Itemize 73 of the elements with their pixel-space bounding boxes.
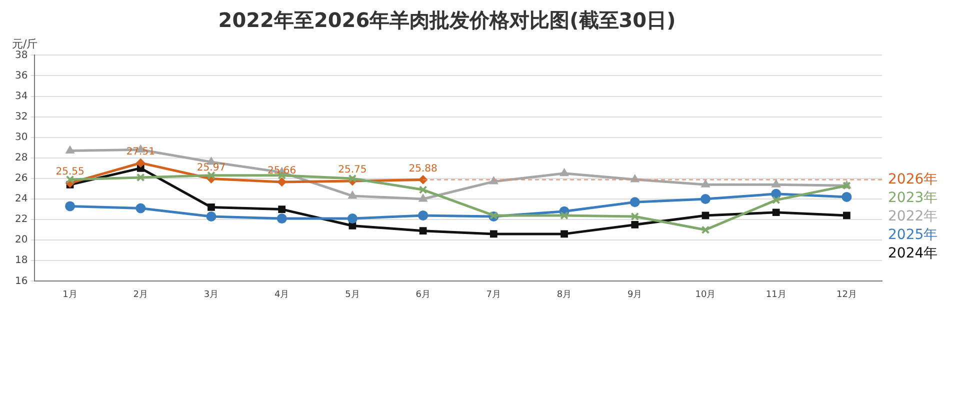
data-label: 25.88 — [408, 163, 438, 174]
y-tick-label: 32 — [14, 111, 28, 122]
x-tick-label: 10月 — [695, 290, 716, 300]
x-tick-label: 9月 — [628, 290, 642, 300]
y-tick-label: 30 — [14, 132, 28, 143]
point — [348, 190, 357, 199]
y-tick-label: 26 — [14, 173, 28, 184]
point — [560, 230, 568, 238]
point — [772, 180, 780, 188]
point — [630, 212, 640, 221]
x-tick-label: 6月 — [416, 290, 430, 300]
x-tick-label: 8月 — [556, 290, 572, 300]
point — [208, 204, 215, 211]
x-tick-label: 3月 — [204, 290, 219, 300]
y-axis-title: 元/斤 — [12, 37, 38, 50]
point — [843, 212, 850, 220]
point — [842, 192, 852, 202]
point — [419, 227, 427, 235]
text: 2026年 — [888, 171, 938, 188]
point — [631, 221, 639, 228]
y-tick-label: 20 — [14, 234, 28, 246]
point — [278, 206, 286, 213]
data-label: 27.51 — [126, 146, 155, 158]
text: 2025年 — [888, 226, 938, 243]
x-tick-label: 2月 — [133, 290, 148, 300]
text: 2023年 — [888, 190, 938, 206]
x-tick-label: 1月 — [62, 290, 78, 300]
point — [136, 158, 146, 168]
point — [418, 210, 428, 220]
point — [418, 194, 428, 202]
point — [560, 168, 569, 176]
text: 2022年 — [888, 208, 938, 224]
data-label: 25.55 — [56, 166, 84, 178]
y-tick-label: 22 — [14, 214, 28, 226]
y-tick-label: 18 — [14, 255, 28, 266]
y-tick-label: 38 — [14, 50, 28, 61]
point — [136, 203, 146, 214]
point — [276, 214, 287, 224]
point — [66, 175, 74, 184]
point — [66, 146, 74, 154]
text: 2024年 — [888, 245, 938, 262]
x-tick-label: 7月 — [486, 290, 502, 300]
x-tick-label: 4月 — [274, 290, 290, 300]
point — [560, 211, 568, 220]
point — [136, 173, 145, 182]
point — [347, 214, 358, 224]
point — [489, 176, 498, 184]
y-tick-label: 16 — [14, 276, 28, 287]
point — [772, 208, 780, 216]
x-tick-label: 11月 — [766, 290, 786, 300]
point — [701, 226, 710, 234]
point — [702, 212, 710, 220]
data-label: 25.97 — [196, 162, 226, 174]
point — [65, 201, 76, 212]
point — [630, 197, 640, 208]
point — [490, 230, 498, 238]
point — [700, 194, 710, 204]
chart-title: 2022年至2026年羊肉批发价格对比图(截至30日) — [218, 8, 676, 32]
x-tick-label: 5月 — [345, 290, 360, 300]
point — [207, 171, 216, 180]
y-tick-label: 36 — [14, 70, 28, 82]
point — [701, 180, 710, 188]
y-tick-label: 28 — [14, 152, 28, 164]
x-tick-label: 12月 — [836, 290, 857, 300]
data-label: 25.75 — [338, 164, 367, 176]
y-tick-label: 34 — [14, 90, 28, 102]
point — [277, 177, 286, 186]
y-tick-label: 24 — [14, 194, 28, 205]
point — [418, 186, 428, 194]
point — [206, 211, 216, 222]
point — [772, 196, 780, 204]
point — [348, 174, 357, 183]
data-label: 25.66 — [268, 166, 296, 177]
